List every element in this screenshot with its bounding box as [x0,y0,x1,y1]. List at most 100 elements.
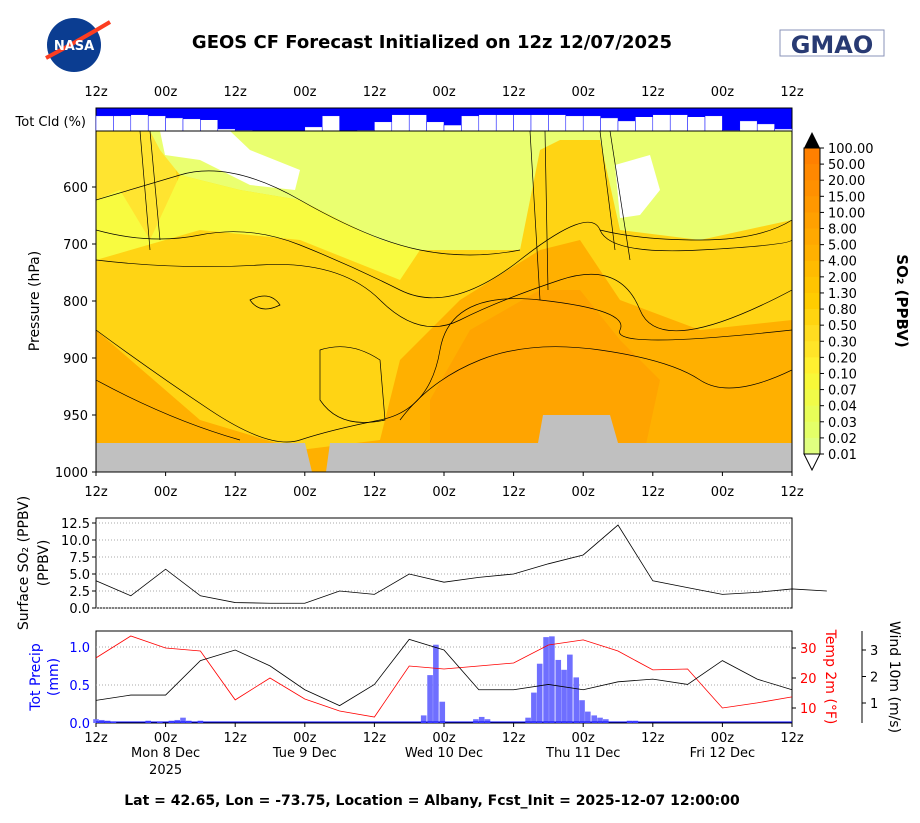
colorbar-tick-label: 1.30 [828,287,857,302]
date-label: Thu 11 Dec [545,746,620,761]
colorbar-segment [804,390,820,407]
precip-tick-label: 0.5 [69,679,90,694]
time-tick-label: 12z [84,485,108,500]
pressure-tick-label: 700 [63,238,88,253]
precip-bar [174,720,180,723]
colorbar-label: SO₂ (PPBV) [893,254,911,347]
precip-bar [531,693,537,723]
time-tick-label: 12z [641,731,665,746]
time-tick-label: 00z [572,85,596,100]
pressure-tick-label: 600 [63,181,88,196]
svg-text:NASA: NASA [54,39,94,54]
cloud-bar [409,115,426,131]
time-tick-label: 12z [502,485,526,500]
cloud-bar [601,118,618,131]
time-tick-label: 00z [432,85,456,100]
colorbar-tick-label: 0.20 [828,351,857,366]
time-tick-label: 12z [224,731,248,746]
cloud-bar [548,115,565,131]
surface-so2-label: Surface SO₂ (PPBV) [16,496,32,630]
temp-label: Temp 2m (°F) [822,629,838,725]
svg-text:GMAO: GMAO [791,31,874,59]
time-tick-label: 00z [293,485,317,500]
cloud-bar [183,119,200,131]
time-tick-label: 00z [572,485,596,500]
colorbar-tick-label: 0.01 [828,448,857,463]
colorbar-tick-label: 0.03 [828,416,857,431]
pressure-tick-label: 1000 [55,466,88,481]
time-tick-label: 00z [293,731,317,746]
time-tick-label: 12z [363,731,387,746]
temp-tick-label: 10 [800,702,817,717]
cloud-bar [635,117,652,131]
colorbar-segment [804,261,820,278]
colorbar-segment [804,357,820,374]
time-tick-label: 00z [572,731,596,746]
wind-tick-label: 2 [870,671,878,686]
date-label: Tue 9 Dec [272,746,337,761]
precip-bar [555,660,561,723]
pressure-tick-label: 900 [63,352,88,367]
time-tick-label: 12z [780,731,804,746]
y-tick-label: 7.5 [69,551,90,566]
time-tick-label: 00z [293,85,317,100]
cloud-bar [392,115,409,131]
cloud-bar [444,125,461,131]
cloud-bar [496,115,513,131]
cloud-bar [322,116,339,131]
cloud-bar [96,116,113,131]
colorbar-segment [804,164,820,181]
y-tick-label: 12.5 [61,517,90,532]
colorbar-segment [804,180,820,197]
cloud-bar [531,115,548,131]
time-tick-label: 00z [711,731,735,746]
time-tick-label: 12z [780,85,804,100]
colorbar-segment [804,245,820,262]
colorbar-tick-label: 0.50 [828,319,857,334]
precip-bar [585,712,591,723]
cloud-bar [427,122,444,131]
cloud-bar [618,121,635,131]
time-tick-label: 12z [224,85,248,100]
pressure-tick-label: 800 [63,295,88,310]
cloud-bar [514,115,531,131]
time-tick-label: 12z [641,85,665,100]
colorbar-segment [804,309,820,326]
time-tick-label: 00z [432,485,456,500]
cloud-bar [131,115,148,131]
cloud-bar [670,115,687,131]
time-tick-label: 00z [711,485,735,500]
temp-tick-label: 20 [800,672,817,687]
colorbar-segment [804,293,820,310]
date-label: Mon 8 Dec [131,746,200,761]
y-tick-label: 0.0 [69,602,90,617]
precip-tick-label: 0.0 [69,717,90,732]
surface-so2-plot: 0.02.55.07.510.012.5 [61,517,827,617]
colorbar-tick-label: 5.00 [828,239,857,254]
cloud-bar [757,124,774,131]
precip-bar [549,636,555,723]
colorbar-tick-label: 8.00 [828,223,857,238]
date-label: Wed 10 Dec [405,746,483,761]
terrain-mask [96,443,312,472]
colorbar-tick-label: 100.00 [828,142,874,157]
time-tick-label: 12z [84,85,108,100]
colorbar-tick-label: 0.10 [828,367,857,382]
year-label: 2025 [149,763,182,778]
colorbar-tick-label: 0.04 [828,400,857,415]
cloud-bar [305,127,322,131]
wind-line [96,639,792,705]
time-tick-label: 12z [224,485,248,500]
time-tick-label: 12z [363,485,387,500]
precip-bar [579,700,585,723]
colorbar-tick-label: 4.00 [828,255,857,270]
time-tick-label: 12z [502,731,526,746]
cloud-bar [479,115,496,131]
cloud-bar [740,121,757,131]
time-tick-label: 00z [154,485,178,500]
precip-tick-label: 1.0 [69,641,90,656]
